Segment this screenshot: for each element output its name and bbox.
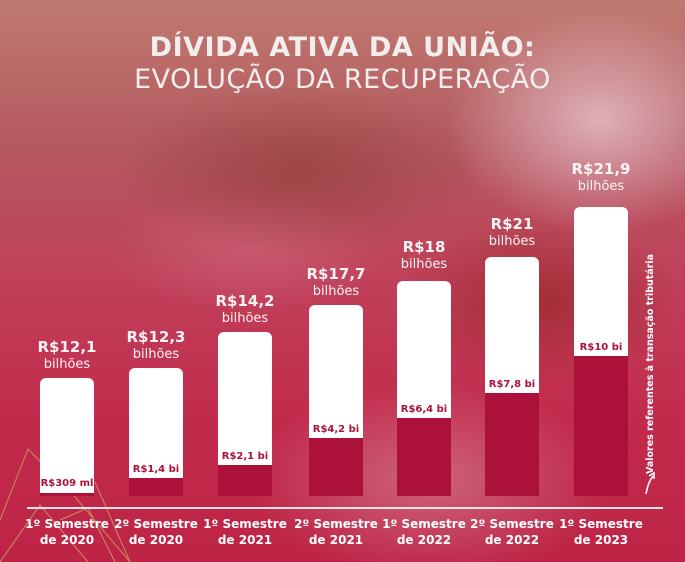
x-axis-label: 2º Semestre de 2022 <box>470 517 554 547</box>
bar-transacao-fill <box>574 356 628 496</box>
x-axis-label: 1º Semestre de 2020 <box>25 517 109 547</box>
x-axis-label: 1º Semestre de 2023 <box>559 517 643 547</box>
bar-transacao-fill <box>397 418 451 496</box>
bar-1s-2023: R$10 bi <box>574 207 628 496</box>
x-axis-label: 2º Semestre de 2020 <box>114 517 198 547</box>
bar-transacao-label: R$7,8 bi <box>488 379 536 390</box>
x-axis-label: 1º Semestre de 2022 <box>382 517 466 547</box>
bar-transacao-label: R$6,4 bi <box>400 404 448 415</box>
bar-total-label: R$21 bilhões <box>488 215 536 249</box>
bar-transacao-label: R$2,1 bi <box>221 451 269 462</box>
bar-total-label: R$18 bilhões <box>400 238 448 272</box>
x-axis-label: 1º Semestre de 2021 <box>203 517 287 547</box>
chart-title-line2: EVOLUÇÃO DA RECUPERAÇÃO <box>134 64 551 95</box>
x-axis-label: 2º Semestre de 2021 <box>294 517 378 547</box>
transacao-note: Valores referentes à transação tributári… <box>645 253 656 474</box>
bar-1s-2021: R$2,1 bi <box>218 332 272 496</box>
bar-total-label: R$12,3 bilhões <box>126 328 186 362</box>
bar-total-label: R$12,1 bilhões <box>37 338 97 372</box>
bar-1s-2022: R$6,4 bi <box>397 281 451 496</box>
x-axis-line <box>27 507 663 509</box>
bar-1s-2020: R$309 ml <box>40 378 94 496</box>
bar-transacao-fill <box>218 465 272 496</box>
bar-transacao-fill <box>485 393 539 496</box>
bar-transacao-label: R$4,2 bi <box>312 424 360 435</box>
chart-title-line1: DÍVIDA ATIVA DA UNIÃO: <box>149 32 536 63</box>
bar-2s-2020: R$1,4 bi <box>129 368 183 496</box>
bar-transacao-fill <box>40 493 94 496</box>
bar-2s-2022: R$7,8 bi <box>485 257 539 496</box>
bar-total-label: R$21,9 bilhões <box>571 160 631 194</box>
bar-total-label: R$14,2 bilhões <box>215 292 275 326</box>
bar-total-label: R$17,7 bilhões <box>306 265 366 299</box>
bar-transacao-label: R$10 bi <box>579 342 623 353</box>
bar-2s-2021: R$4,2 bi <box>309 305 363 496</box>
bar-transacao-fill <box>309 438 363 496</box>
bar-transacao-label: R$1,4 bi <box>132 464 180 475</box>
curved-arrow-icon <box>645 471 655 495</box>
bar-transacao-label: R$309 ml <box>40 478 94 489</box>
bar-transacao-fill <box>129 478 183 496</box>
